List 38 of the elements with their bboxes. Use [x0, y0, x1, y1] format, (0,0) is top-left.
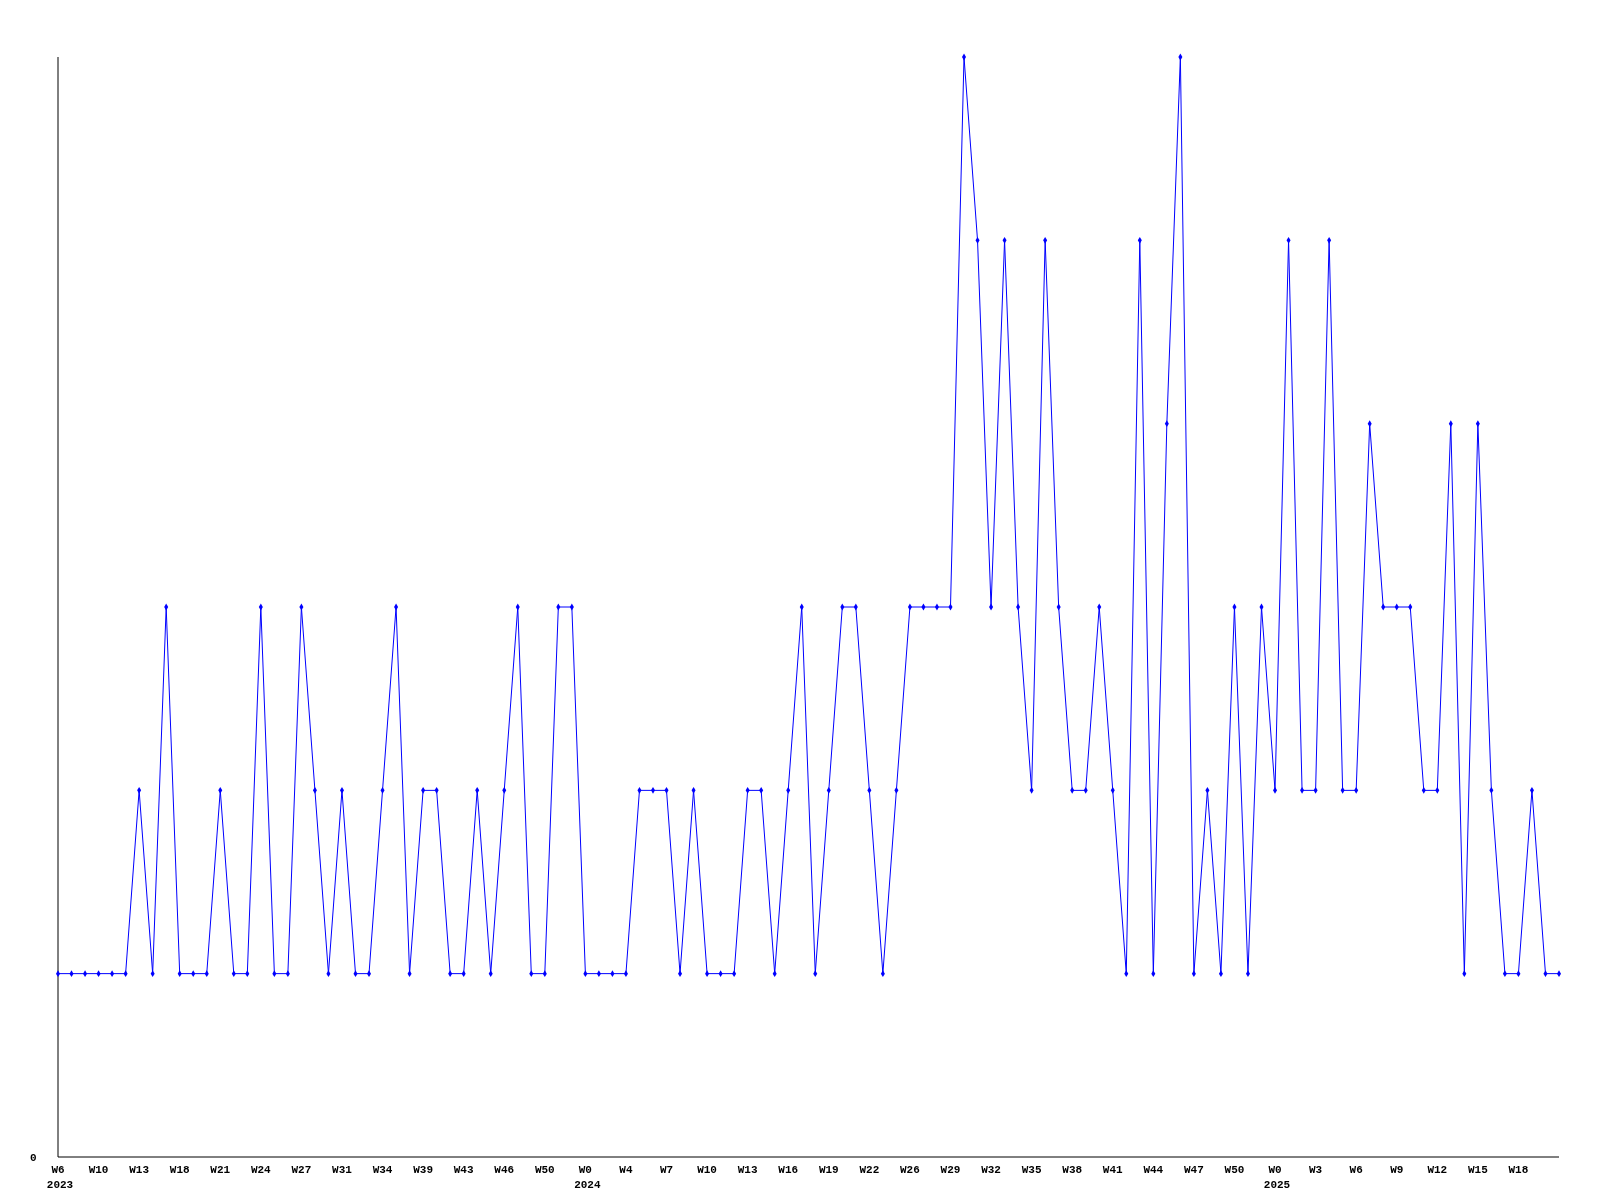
x-tick-label: W26 — [900, 1164, 920, 1176]
x-tick-label: W0 2025 — [1263, 1164, 1291, 1191]
x-tick-label: W19 — [818, 1164, 839, 1176]
x-tick-label: W34 — [372, 1164, 393, 1176]
x-tick-label: W9 — [1390, 1164, 1404, 1176]
x-tick-label: W10 — [697, 1164, 717, 1176]
x-tick-label: W31 — [332, 1164, 353, 1176]
x-tick-label: W3 — [1308, 1164, 1323, 1176]
x-tick-label: W6 — [1349, 1164, 1363, 1176]
x-tick-label: W35 — [1021, 1164, 1042, 1176]
x-tick-label: W47 — [1183, 1164, 1204, 1176]
x-tick-label: W0 2024 — [574, 1164, 601, 1191]
x-tick-label: W18 — [1508, 1164, 1529, 1176]
x-tick-label: W50 — [534, 1164, 555, 1176]
x-tick-label: W24 — [250, 1164, 272, 1176]
x-tick-label: W12 — [1427, 1164, 1448, 1176]
x-tick-label: W43 — [453, 1164, 474, 1176]
x-tick-label: W13 — [737, 1164, 758, 1176]
x-tick-label: W32 — [981, 1164, 1001, 1176]
x-tick-label: W21 — [210, 1164, 231, 1176]
x-tick-label: W22 — [859, 1164, 880, 1176]
x-tick-label: W41 — [1102, 1164, 1124, 1176]
x-tick-label: W13 — [129, 1164, 150, 1176]
x-tick-label: W16 — [778, 1164, 799, 1176]
x-tick-label: W6 2023 — [46, 1164, 74, 1191]
x-tick-label: W18 — [169, 1164, 190, 1176]
x-tick-label: W39 — [413, 1164, 434, 1176]
x-tick-label: W15 — [1467, 1164, 1489, 1176]
text: 0 — [30, 1152, 37, 1164]
x-tick-label: W29 — [940, 1164, 961, 1176]
x-tick-label: W7 — [659, 1164, 674, 1176]
x-tick-label: W44 — [1143, 1164, 1164, 1176]
x-tick-label: W46 — [494, 1164, 515, 1176]
x-tick-label: W50 — [1224, 1164, 1245, 1176]
x-tick-label: W38 — [1062, 1164, 1083, 1176]
x-tick-label: W4 — [619, 1164, 633, 1176]
x-tick-label: W27 — [291, 1164, 312, 1176]
x-tick-label: W10 — [88, 1164, 109, 1176]
